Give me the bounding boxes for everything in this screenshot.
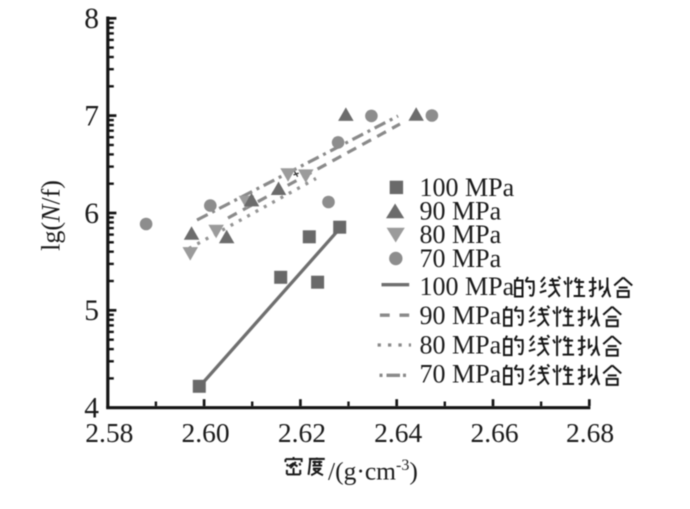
svg-text:100 MPa: 100 MPa [420,173,515,202]
svg-text:2.68: 2.68 [566,417,614,448]
svg-text:2.58: 2.58 [85,417,133,448]
svg-text:70 MPa: 70 MPa [420,244,502,273]
svg-text:2.64: 2.64 [374,417,422,448]
svg-text:lg(N/f): lg(N/f) [37,180,66,251]
svg-text:90 MPa: 90 MPa [420,197,502,226]
svg-text:/(g·cm-3): /(g·cm-3) [328,457,418,486]
svg-text:7: 7 [84,100,99,132]
svg-text:2.66: 2.66 [470,417,518,448]
svg-text:8: 8 [84,3,99,35]
svg-text:70 MPa: 70 MPa [420,360,502,389]
svg-text:80 MPa: 80 MPa [420,220,502,249]
svg-text:4: 4 [84,393,99,425]
svg-text:2.60: 2.60 [182,417,230,448]
svg-text:80 MPa: 80 MPa [420,330,502,359]
svg-text:5: 5 [84,295,99,327]
svg-text:90 MPa: 90 MPa [420,301,502,330]
svg-text:6: 6 [84,198,99,230]
svg-text:2.62: 2.62 [278,417,326,448]
svg-text:100 MPa: 100 MPa [420,272,515,301]
